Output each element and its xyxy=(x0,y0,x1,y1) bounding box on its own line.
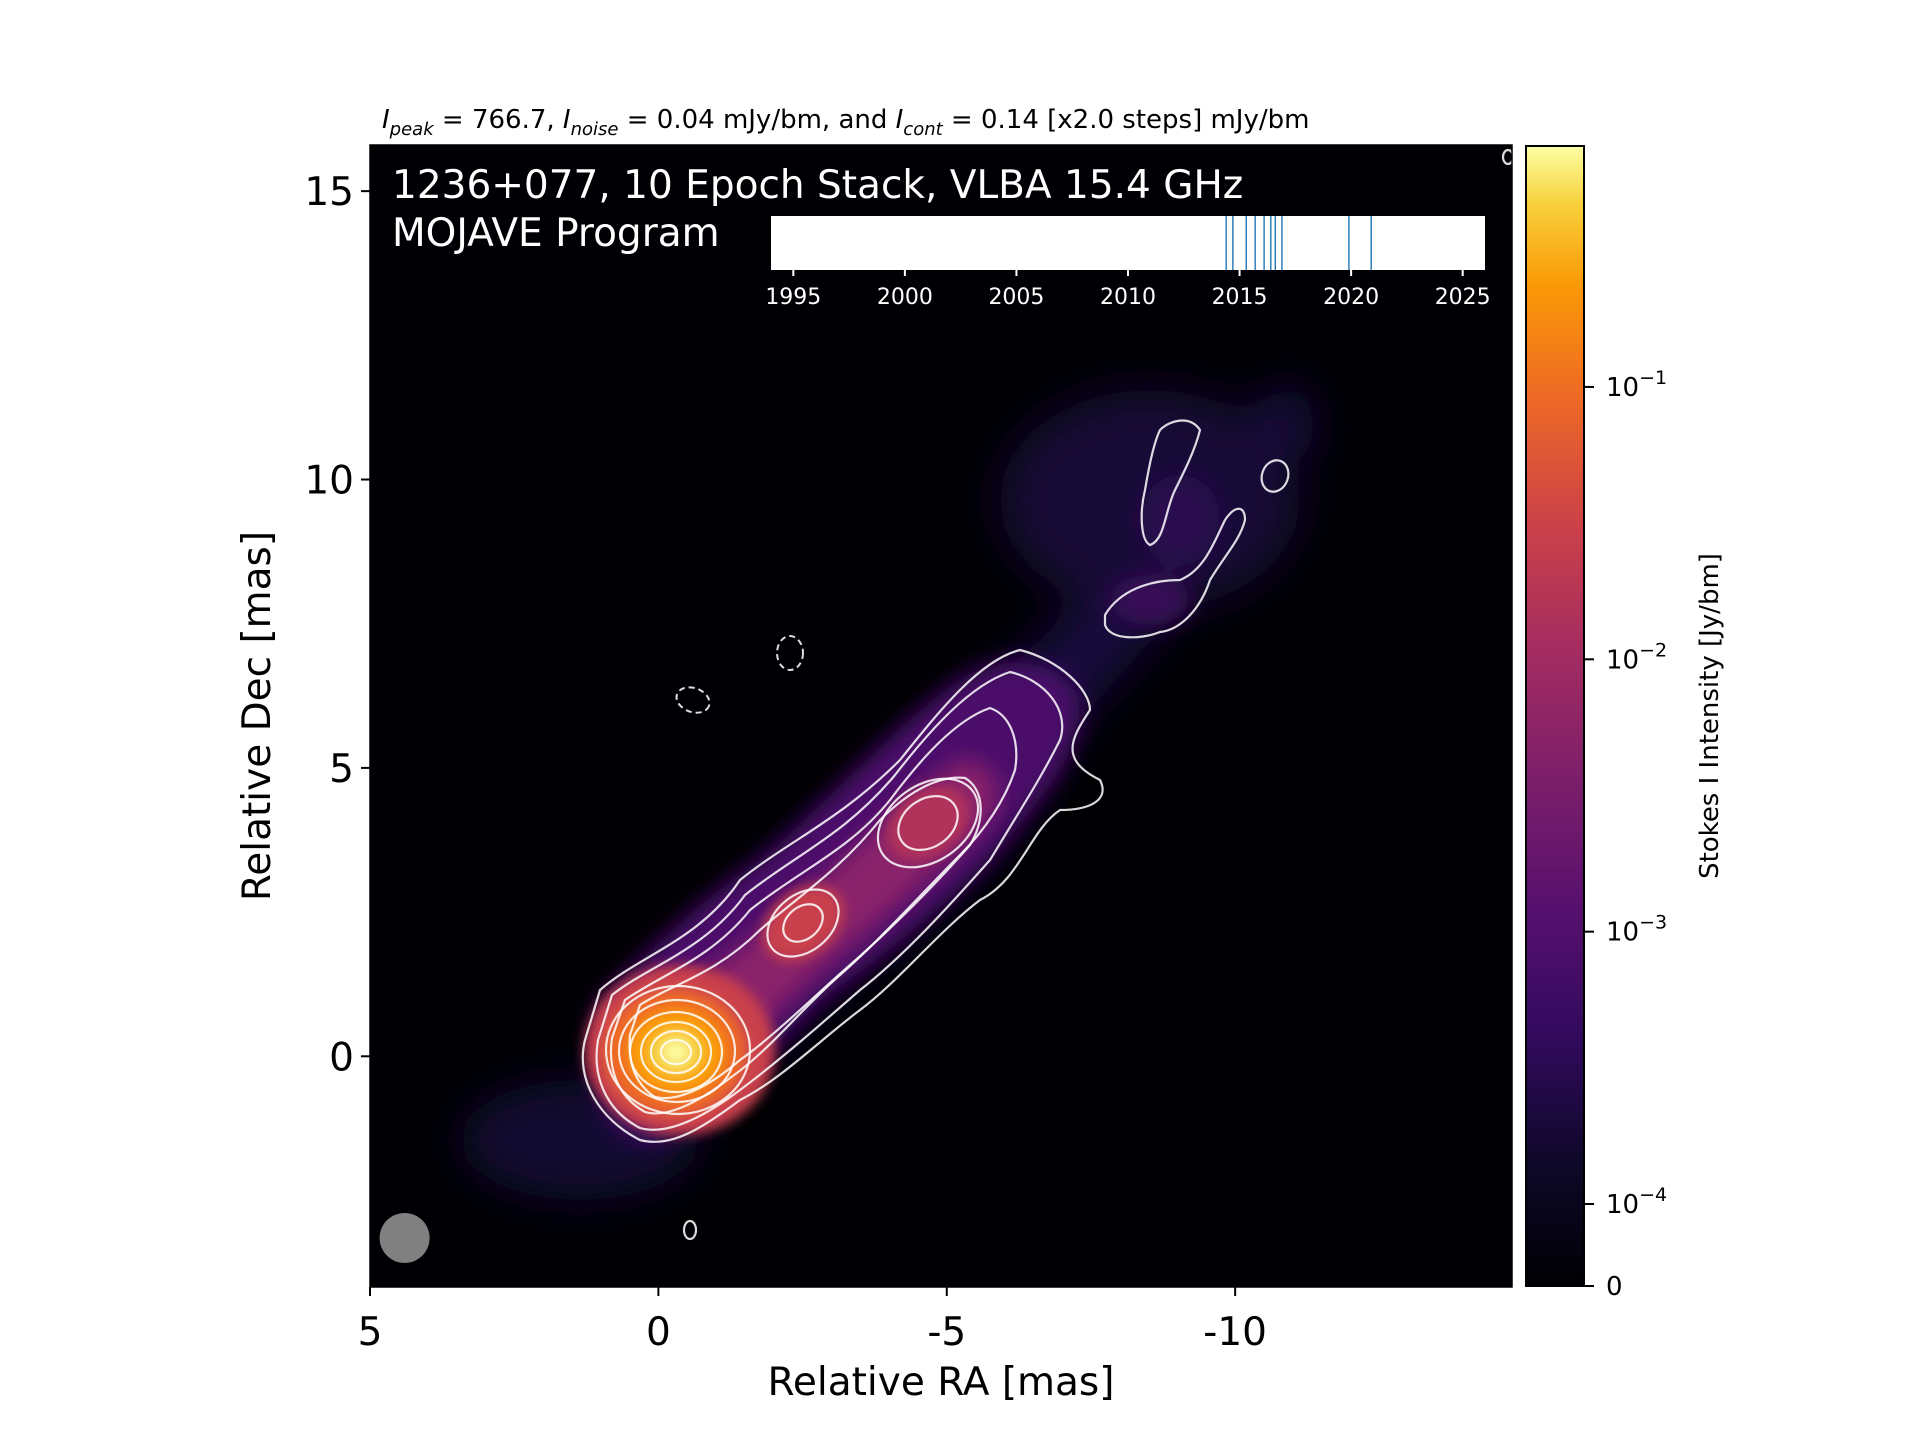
colorbar: 0 10−4 10−3 10−2 10−1 Stokes I Intensity [Jy… xyxy=(1525,145,1725,1302)
image-frame xyxy=(369,144,1513,1288)
contours xyxy=(581,148,1512,1241)
timeline-tick-label: 2015 xyxy=(1212,285,1268,310)
contour-small-south xyxy=(682,1219,698,1241)
epoch-timeline: 1995 2000 2005 2010 2015 2020 2025 xyxy=(765,216,1491,310)
y-tick-label: 5 xyxy=(329,747,354,792)
x-tick-label: -10 xyxy=(1203,1310,1267,1355)
beam-ellipse xyxy=(379,1212,430,1263)
x-axis-ticks: 5 0 -5 -10 xyxy=(358,1287,1267,1355)
neg-contour-2 xyxy=(675,686,711,714)
timeline-tick-label: 2020 xyxy=(1323,285,1379,310)
y-tick-label: 15 xyxy=(304,170,354,215)
neg-contour-1 xyxy=(776,635,804,671)
contour-core-4 xyxy=(639,1020,713,1084)
contour-level-2 xyxy=(595,670,1064,1131)
timeline-box xyxy=(771,216,1485,270)
colorbar-gradient xyxy=(1525,145,1585,1287)
chart-title: Ipeak = 766.7, Inoise = 0.04 mJy/bm, and… xyxy=(382,105,1309,140)
x-axis-label: Relative RA [mas] xyxy=(768,1360,1115,1405)
colorbar-tick-label: 10−3 xyxy=(1606,912,1667,948)
core-glow xyxy=(585,965,775,1135)
contour-core-6 xyxy=(659,1038,693,1066)
contour-outer-knot xyxy=(1260,459,1290,493)
timeline-tick-label: 2010 xyxy=(1100,285,1156,310)
negative-contours xyxy=(675,635,804,714)
timeline-tick-label: 2005 xyxy=(988,285,1044,310)
contour-outer-jet-2 xyxy=(1140,419,1202,547)
y-axis-label: Relative Dec [mas] xyxy=(235,531,280,901)
contour-knot2-outer xyxy=(766,888,840,958)
image-panel: 1236+077, 10 Epoch Stack, VLBA 15.4 GHz … xyxy=(369,144,1513,1288)
source-label: 1236+077, 10 Epoch Stack, VLBA 15.4 GHz xyxy=(392,163,1243,208)
contour-knot2-inner xyxy=(782,903,824,943)
contour-level-4 xyxy=(628,776,982,1100)
contour-core-1 xyxy=(604,984,752,1116)
contour-level-1 xyxy=(581,648,1104,1143)
contour-core-2 xyxy=(617,998,737,1104)
y-tick-label: 10 xyxy=(304,459,354,504)
colorbar-tick-label: 10−4 xyxy=(1606,1184,1667,1220)
contour-knot-inner xyxy=(897,795,959,851)
x-tick-label: 0 xyxy=(646,1310,671,1355)
timeline-ticks: 1995 2000 2005 2010 2015 2020 2025 xyxy=(765,270,1491,310)
colorbar-tick-label: 10−2 xyxy=(1606,639,1667,675)
contour-core-3 xyxy=(628,1010,724,1094)
contour-core-5 xyxy=(649,1029,703,1075)
y-tick-label: 0 xyxy=(329,1035,354,1080)
colorbar-tick-label: 0 xyxy=(1606,1272,1623,1302)
timeline-tick-label: 2025 xyxy=(1435,285,1491,310)
contour-corner xyxy=(1501,148,1512,166)
timeline-tick-label: 1995 xyxy=(765,285,821,310)
timeline-tick-label: 2000 xyxy=(877,285,933,310)
epoch-lines xyxy=(1225,216,1372,270)
program-label: MOJAVE Program xyxy=(392,211,720,256)
y-axis-ticks: 0 5 10 15 xyxy=(304,170,370,1080)
x-tick-label: 5 xyxy=(358,1310,383,1355)
contour-outer-jet-1 xyxy=(1103,507,1247,639)
emission-layer xyxy=(460,380,1320,1200)
x-tick-label: -5 xyxy=(927,1310,966,1355)
colorbar-label: Stokes I Intensity [Jy/bm] xyxy=(1695,553,1725,879)
colorbar-ticks: 0 10−4 10−3 10−2 10−1 xyxy=(1584,367,1667,1302)
contour-knot-outer xyxy=(876,777,980,869)
colorbar-tick-label: 10−1 xyxy=(1606,367,1667,403)
